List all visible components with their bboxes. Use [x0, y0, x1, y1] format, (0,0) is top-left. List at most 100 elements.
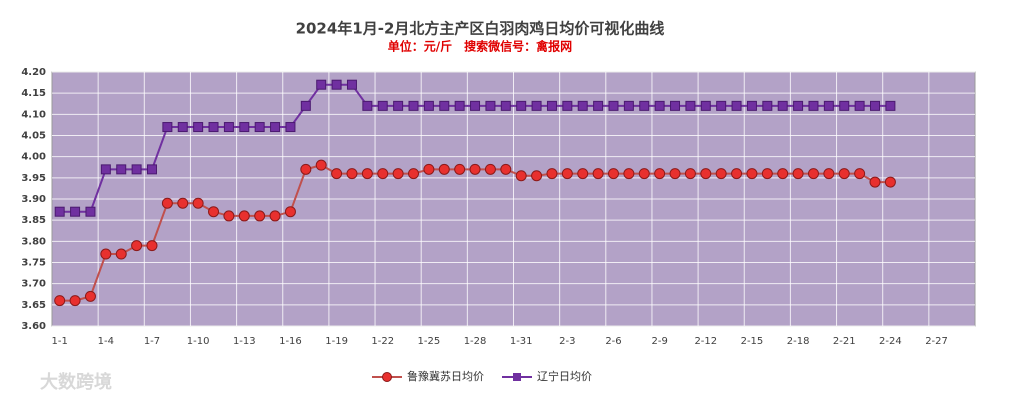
y-tick-label: 3.75 [21, 258, 46, 269]
point [746, 168, 758, 180]
point [577, 168, 589, 180]
y-tick-label: 4.15 [21, 88, 46, 99]
point [623, 100, 634, 111]
point [346, 79, 357, 90]
point [316, 79, 327, 90]
x-tick-label: 1-31 [510, 336, 533, 347]
point [361, 168, 373, 180]
point [423, 163, 435, 175]
y-tick-label: 3.95 [21, 173, 46, 184]
point [131, 240, 143, 252]
point [531, 170, 543, 182]
point [239, 122, 250, 133]
x-tick-label: 2-12 [694, 336, 717, 347]
point [238, 210, 250, 222]
point [823, 100, 834, 111]
point [593, 100, 604, 111]
point [808, 100, 819, 111]
x-tick-label: 1-25 [418, 336, 441, 347]
point [377, 168, 389, 180]
point [346, 168, 358, 180]
y-tick-label: 3.60 [21, 321, 46, 332]
x-tick-label: 2-15 [741, 336, 764, 347]
legend-label: 鲁豫冀苏日均价 [407, 369, 484, 383]
point [516, 100, 527, 111]
point [54, 206, 65, 217]
point [85, 206, 96, 217]
point [392, 168, 404, 180]
point [500, 100, 511, 111]
y-tick-label: 3.80 [21, 236, 46, 247]
point [515, 170, 527, 182]
x-tick-label: 1-4 [98, 336, 114, 347]
point [270, 122, 281, 133]
x-tick-label: 2-27 [925, 336, 948, 347]
point [500, 163, 512, 175]
point [884, 176, 896, 188]
point [716, 100, 727, 111]
point [331, 79, 342, 90]
point [838, 168, 850, 180]
point [362, 100, 373, 111]
legend-marker [513, 373, 521, 381]
point [54, 295, 66, 307]
point [700, 100, 711, 111]
point [793, 100, 804, 111]
point [731, 100, 742, 111]
watermark: 大数跨境 [40, 371, 112, 393]
point [577, 100, 588, 111]
point [331, 168, 343, 180]
point [638, 168, 650, 180]
y-tick-label: 3.85 [21, 215, 46, 226]
point [654, 168, 666, 180]
point [623, 168, 635, 180]
point [269, 210, 281, 222]
y-tick-label: 4.05 [21, 131, 46, 142]
point [608, 100, 619, 111]
point [177, 197, 189, 209]
x-tick-label: 2-6 [605, 336, 621, 347]
point [223, 210, 235, 222]
point [762, 100, 773, 111]
point [208, 122, 219, 133]
point [300, 100, 311, 111]
y-tick-label: 4.00 [21, 152, 46, 163]
point [562, 100, 573, 111]
point [161, 197, 173, 209]
point [792, 168, 804, 180]
point [177, 122, 188, 133]
point [700, 168, 712, 180]
chart-title: 2024年1月-2月北方主产区白羽肉鸡日均价可视化曲线 [296, 20, 665, 38]
point [684, 168, 696, 180]
point [300, 163, 312, 175]
point [715, 168, 727, 180]
point [69, 295, 81, 307]
point [546, 100, 557, 111]
x-tick-label: 1-1 [52, 336, 68, 347]
point [685, 100, 696, 111]
y-tick-label: 3.90 [21, 194, 46, 205]
x-tick-label: 1-10 [187, 336, 210, 347]
point [777, 100, 788, 111]
legend-marker [382, 372, 392, 382]
point [485, 100, 496, 111]
x-tick-label: 1-28 [464, 336, 487, 347]
x-tick-label: 1-7 [144, 336, 160, 347]
point [408, 168, 420, 180]
point [162, 122, 173, 133]
point [870, 100, 881, 111]
point [146, 164, 157, 175]
point [607, 168, 619, 180]
point [639, 100, 650, 111]
point [731, 168, 743, 180]
point [531, 100, 542, 111]
y-tick-label: 3.65 [21, 300, 46, 311]
point [807, 168, 819, 180]
x-tick-label: 2-18 [787, 336, 810, 347]
point [100, 164, 111, 175]
point [254, 210, 266, 222]
legend-label: 辽宁日均价 [537, 369, 592, 383]
point [408, 100, 419, 111]
point [223, 122, 234, 133]
point [761, 168, 773, 180]
